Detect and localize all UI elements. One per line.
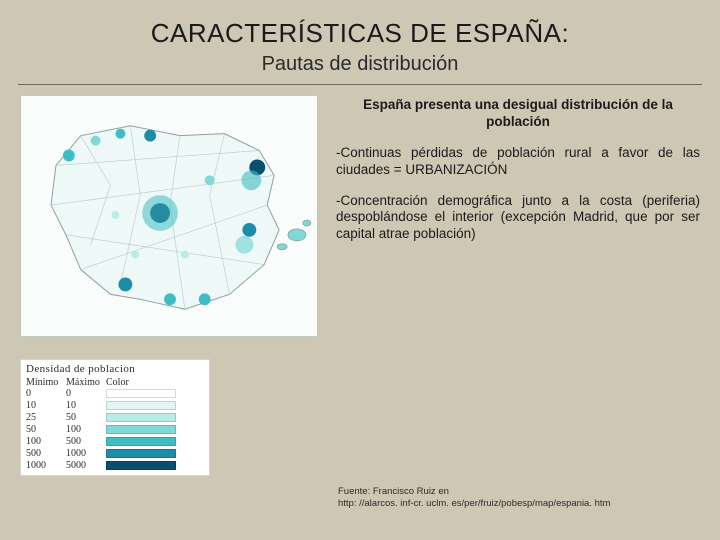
legend-swatch-cell bbox=[106, 461, 204, 470]
legend-max: 50 bbox=[66, 412, 106, 423]
legend-min: 25 bbox=[26, 412, 66, 423]
legend-min: 0 bbox=[26, 388, 66, 399]
text-heading: España presenta una desigual distribució… bbox=[336, 97, 700, 131]
legend-min: 10 bbox=[26, 400, 66, 411]
legend-max: 500 bbox=[66, 436, 106, 447]
paragraph-1: -Continuas pérdidas de población rural a… bbox=[336, 145, 700, 179]
page-title: CARACTERÍSTICAS DE ESPAÑA: bbox=[18, 18, 702, 49]
legend-max: 100 bbox=[66, 424, 106, 435]
source-line-1: Fuente: Francisco Ruiz en bbox=[338, 486, 610, 498]
source-line-2: http: //alarcos. inf-cr. uclm. es/per/fr… bbox=[338, 498, 610, 510]
legend-min: 500 bbox=[26, 448, 66, 459]
spain-map bbox=[20, 95, 318, 337]
legend-swatch bbox=[106, 449, 176, 458]
legend-swatch bbox=[106, 461, 176, 470]
legend-max: 5000 bbox=[66, 460, 106, 471]
legend-swatch bbox=[106, 389, 176, 398]
legend-swatch-cell bbox=[106, 401, 204, 410]
legend-col-max: Máximo bbox=[66, 377, 106, 388]
legend-max: 10 bbox=[66, 400, 106, 411]
legend-rows: 001010255050100100500500100010005000 bbox=[26, 388, 204, 471]
legend-min: 100 bbox=[26, 436, 66, 447]
right-column: España presenta una desigual distribució… bbox=[336, 95, 700, 476]
left-column: Densidad de poblacion Mínimo Máximo Colo… bbox=[20, 95, 320, 476]
legend-swatch-cell bbox=[106, 437, 204, 446]
page-subtitle: Pautas de distribución bbox=[18, 53, 702, 76]
legend-swatch bbox=[106, 401, 176, 410]
divider bbox=[18, 84, 702, 85]
legend-swatch bbox=[106, 425, 176, 434]
legend-swatch bbox=[106, 437, 176, 446]
legend-col-min: Mínimo bbox=[26, 377, 66, 388]
legend-min: 50 bbox=[26, 424, 66, 435]
legend-col-color: Color bbox=[106, 377, 204, 388]
map-legend: Densidad de poblacion Mínimo Máximo Colo… bbox=[20, 359, 210, 476]
legend-header: Mínimo Máximo Color bbox=[26, 377, 204, 388]
legend-max: 0 bbox=[66, 388, 106, 399]
legend-swatch-cell bbox=[106, 413, 204, 422]
legend-swatch-cell bbox=[106, 425, 204, 434]
paragraph-2: -Concentración demográfica junto a la co… bbox=[336, 193, 700, 244]
legend-swatch-cell bbox=[106, 449, 204, 458]
legend-swatch bbox=[106, 413, 176, 422]
legend-max: 1000 bbox=[66, 448, 106, 459]
legend-title: Densidad de poblacion bbox=[26, 363, 204, 375]
content-row: Densidad de poblacion Mínimo Máximo Colo… bbox=[18, 95, 702, 476]
legend-swatch-cell bbox=[106, 389, 204, 398]
legend-min: 1000 bbox=[26, 460, 66, 471]
source-citation: Fuente: Francisco Ruiz en http: //alarco… bbox=[338, 486, 610, 510]
